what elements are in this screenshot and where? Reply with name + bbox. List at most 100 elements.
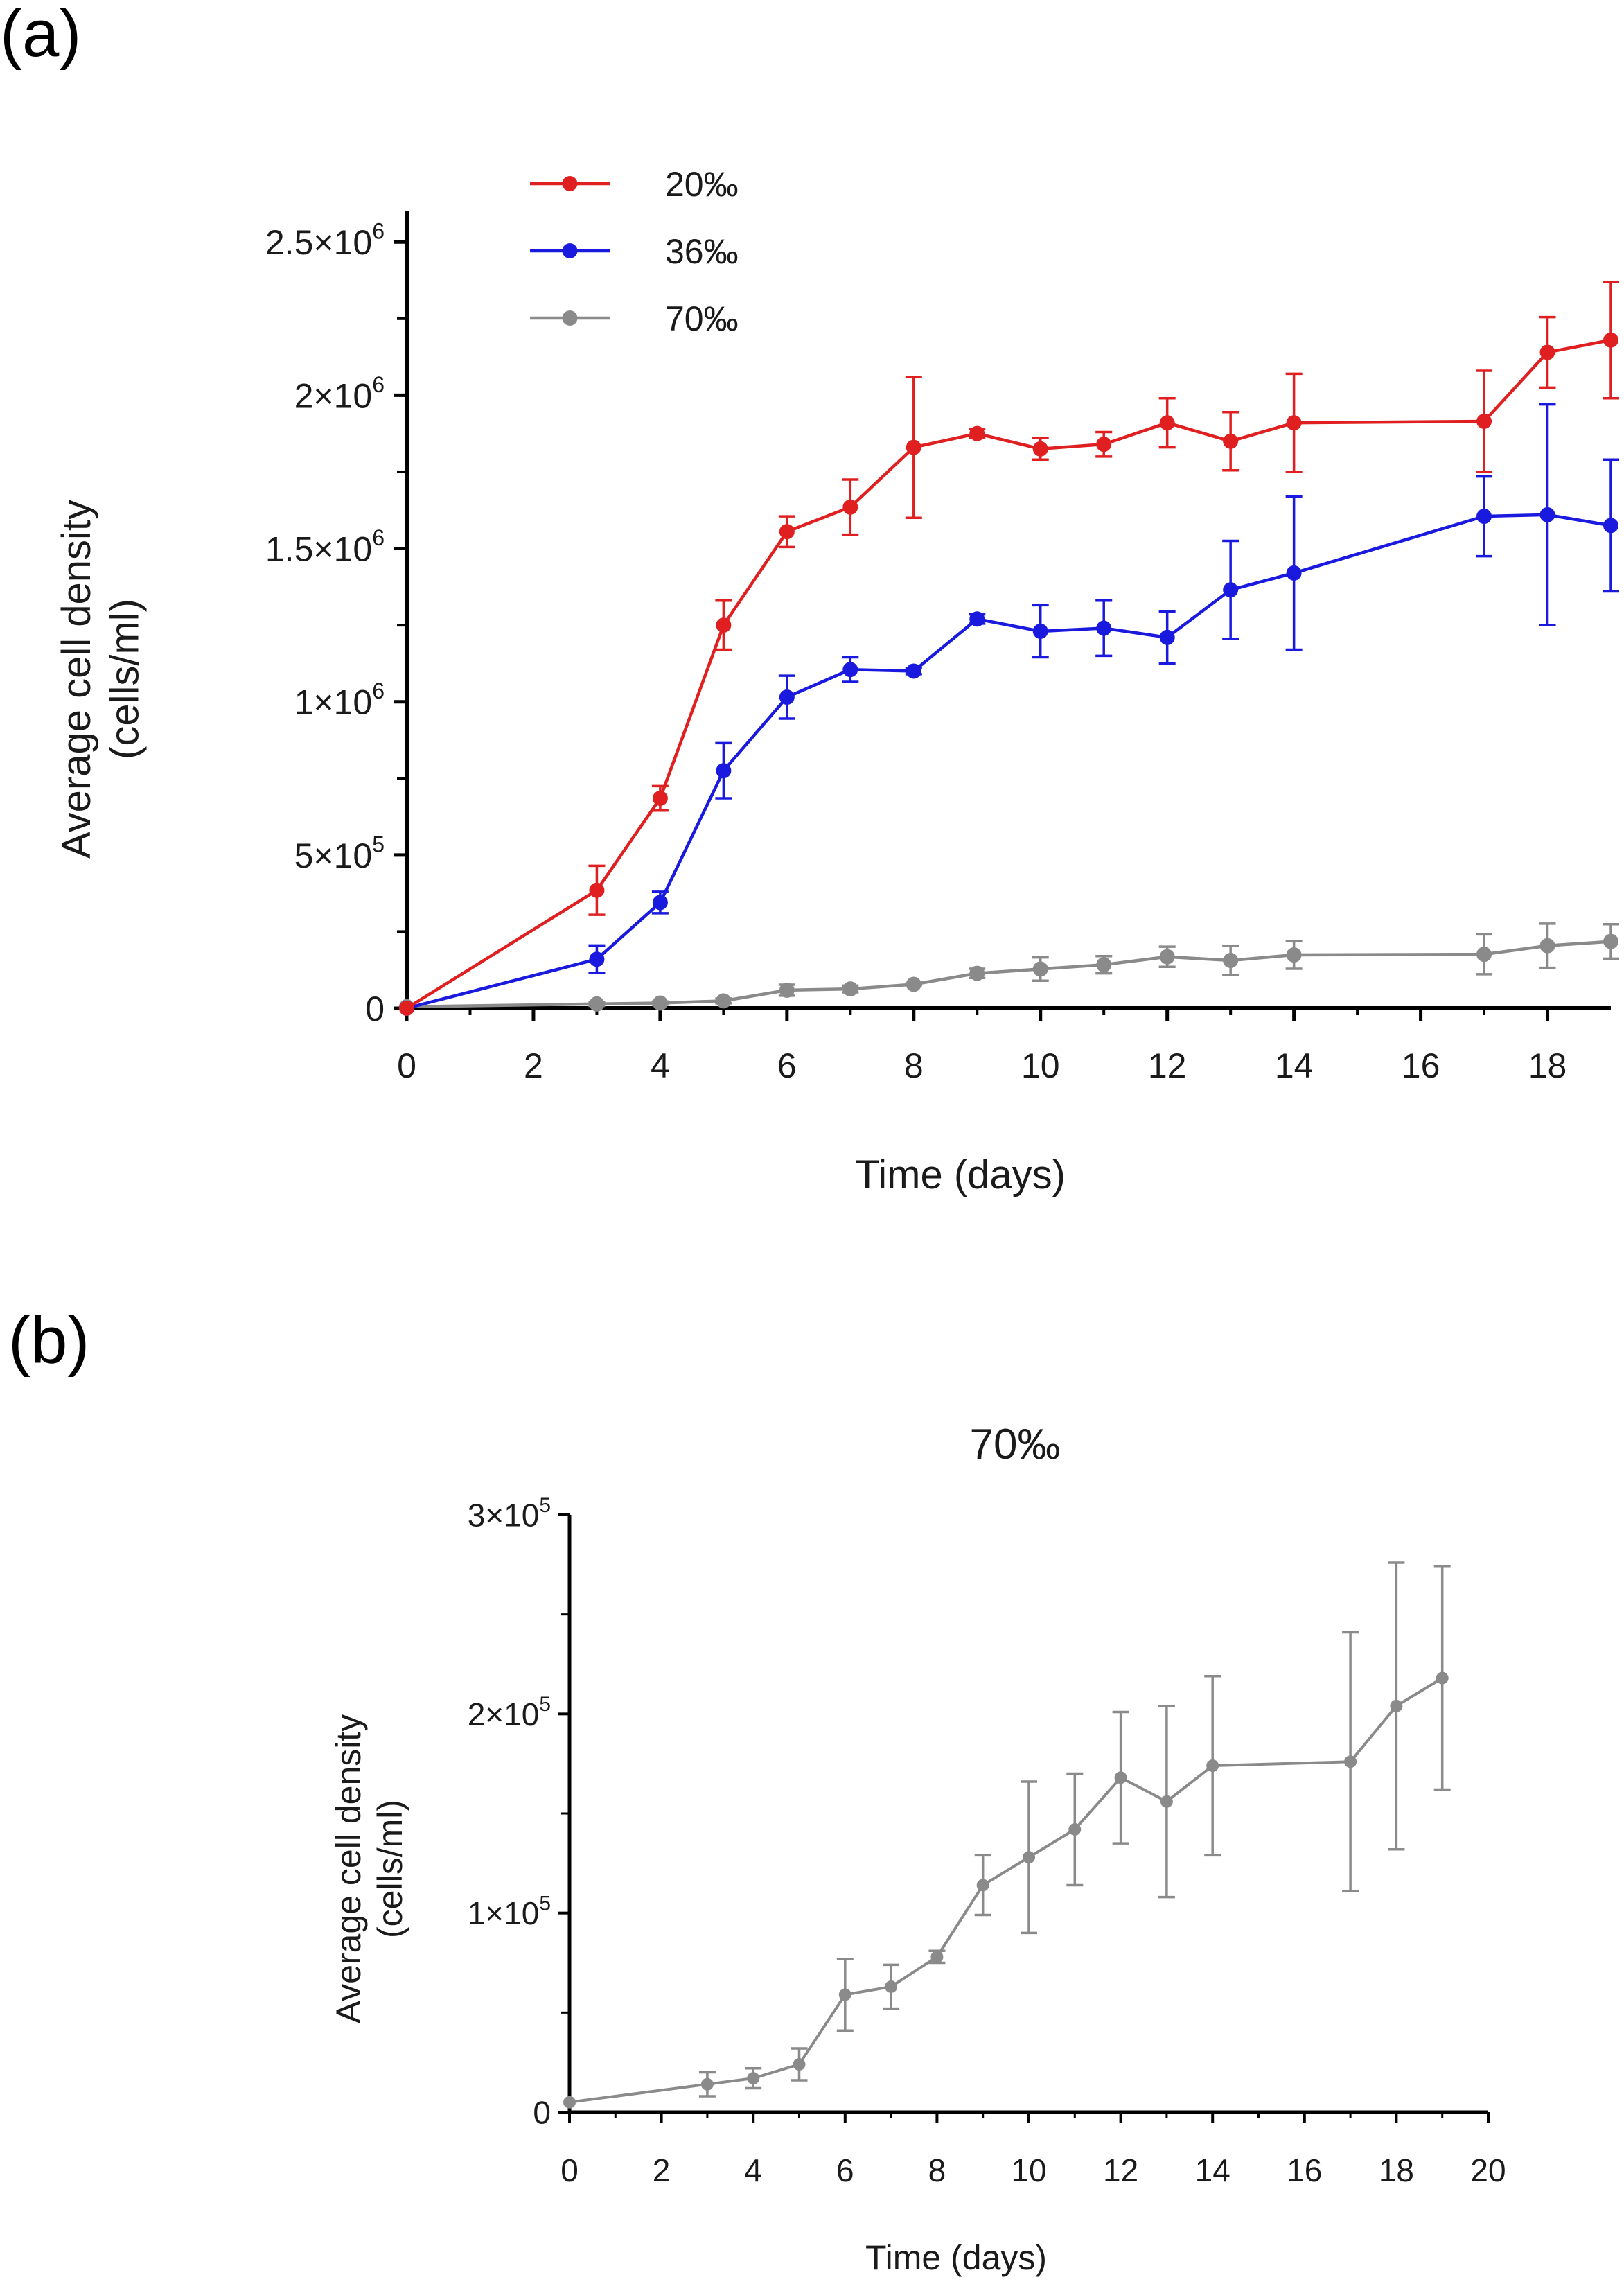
data-point [589,882,605,898]
legend-marker [562,243,578,258]
data-point [716,617,732,633]
x-tick-label: 20 [1470,2152,1506,2188]
data-point [885,1980,898,1993]
data-point [779,689,795,705]
data-point [969,611,985,627]
x-tick-label: 6 [836,2152,854,2188]
data-point [969,965,985,981]
series-0 [563,1561,1451,2109]
y-tick-label-exponent: 6 [372,219,385,244]
chart-b: 70‰0 2 4 6 8 10 12 14 16 18 2001×1052×1053×105Time… [329,1421,1506,2277]
x-tick-label: 4 [651,1046,670,1085]
y-tick-label: 1.5×106 [265,525,385,569]
data-point [1603,518,1618,534]
data-point [1223,582,1239,598]
data-point [1476,947,1492,963]
data-point [399,1001,414,1016]
y-tick-label: 3×105 [468,1494,551,1534]
y-tick-label-exponent: 6 [372,678,385,703]
data-point [1286,947,1302,963]
data-point [589,951,605,967]
chart-title: 70‰ [970,1421,1061,1468]
y-tick-label-base: 0 [365,990,385,1028]
data-point [930,1950,944,1963]
data-point [976,1879,989,1892]
data-point [1096,957,1112,973]
data-point [1159,415,1175,431]
y-tick-label-base: 1×10 [294,683,373,722]
x-tick-label: 10 [1021,1046,1060,1085]
data-point [1344,1755,1357,1768]
y-tick-label: 5×105 [294,832,385,875]
panel-label-b: (b) [8,1303,90,1378]
y-tick-label-base: 0 [533,2095,551,2131]
data-point [652,995,668,1011]
y-tick-label-exponent: 5 [539,1494,551,1517]
legend-label: 36‰ [665,232,739,271]
panel-label-a: (a) [0,0,82,71]
y-axis-label: Average cell density (cells/ml) [329,1714,409,2024]
y-tick-label-base: 2×10 [468,1696,540,1732]
data-point [1159,629,1175,645]
data-point [906,439,921,455]
y-axis-label: Average cell density (cells/ml) [54,500,148,859]
data-point [716,993,732,1009]
y-tick-label-base: 2×10 [294,376,373,415]
x-tick-label: 10 [1011,2152,1046,2188]
x-tick-label: 14 [1195,2152,1230,2188]
data-point [1032,441,1048,457]
data-point [1160,1795,1173,1808]
y-tick-label: 0 [533,2095,551,2131]
data-point [1096,437,1112,453]
x-tick-label: 8 [928,2152,946,2188]
data-point [842,499,858,515]
x-axis-label: Time (days) [855,1152,1066,1197]
data-point [1223,953,1239,968]
data-point [1096,620,1112,636]
y-tick-label-base: 5×10 [294,836,373,875]
x-tick-label: 0 [561,2152,579,2188]
series-line [406,940,1612,1009]
y-tick-label: 1×106 [294,678,385,722]
y-tick-label: 1×105 [468,1892,551,1932]
y-tick-label-base: 2.5×10 [265,223,372,262]
data-point [589,996,605,1012]
series-line [569,1676,1443,2104]
y-axis-label-line2: (cells/ml) [371,1800,409,1938]
y-tick-label-base: 3×10 [468,1497,540,1534]
x-tick-label: 2 [653,2152,671,2188]
data-point [563,2096,576,2109]
y-axis-label-line2: (cells/ml) [103,599,148,759]
data-point [1436,1671,1449,1685]
y-tick-label-exponent: 5 [539,1892,551,1915]
data-point [779,982,795,998]
chart-a: 0 2 4 6 8 10 12 14 16 1805×1051×1061.5×1062×1062.… [54,165,1619,1197]
data-point [1223,433,1239,449]
data-point [779,524,795,540]
x-axis-label: Time (days) [865,2238,1047,2277]
data-point [1023,1851,1035,1864]
data-point [700,2077,714,2091]
y-tick-label-base: 1.5×10 [265,530,372,569]
data-point [793,2058,806,2071]
y-tick-label: 2×106 [294,372,385,416]
y-tick-label-exponent: 6 [372,372,385,397]
data-point [1032,961,1048,977]
x-tick-label: 18 [1379,2152,1414,2188]
data-point [1476,509,1492,525]
data-point [1539,344,1555,360]
y-axis-label-line1: Average cell density [54,500,99,859]
x-tick-label: 4 [744,2152,762,2188]
data-point [969,425,985,441]
series-2 [399,922,1619,1014]
data-point [716,763,732,779]
x-tick-label: 12 [1103,2152,1138,2188]
x-tick-label: 14 [1275,1046,1314,1085]
data-point [1206,1759,1219,1773]
data-point [1539,938,1555,954]
data-point [1603,332,1618,348]
data-point [1390,1699,1403,1712]
data-point [906,663,921,679]
y-tick-label-exponent: 5 [372,832,385,856]
